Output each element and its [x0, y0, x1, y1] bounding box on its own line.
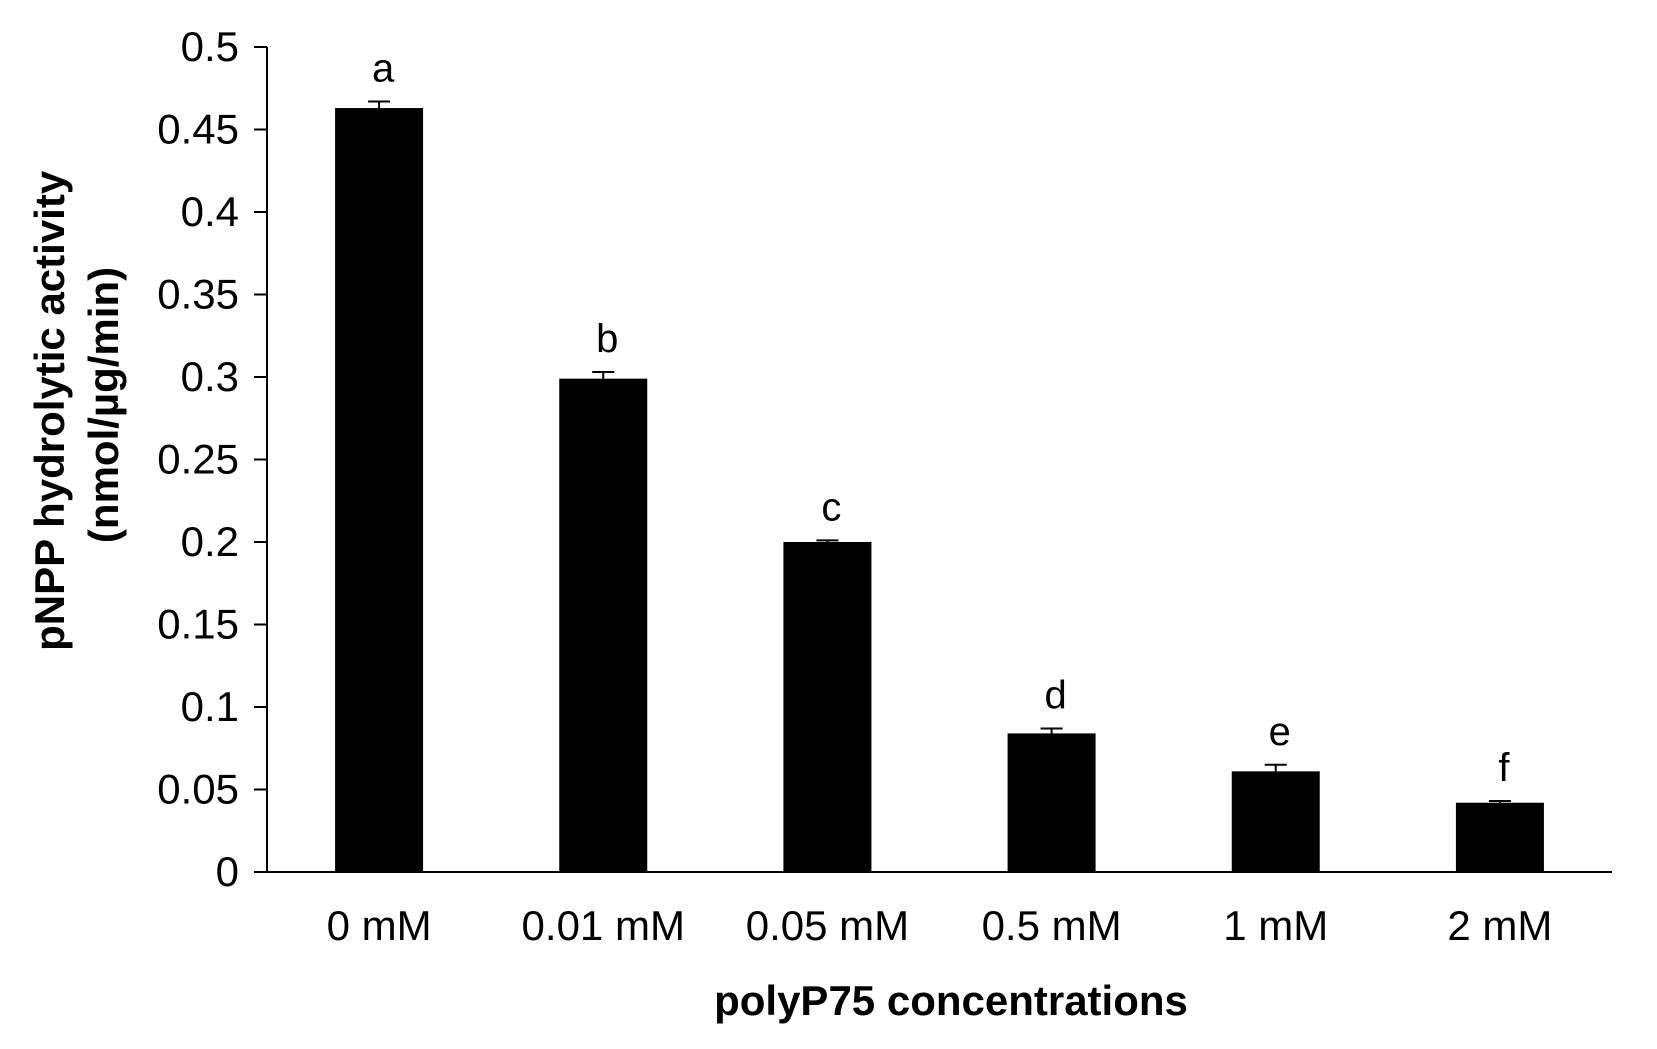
bar	[1007, 733, 1096, 872]
y-tick-label: 0.1	[181, 683, 239, 730]
y-axis	[254, 46, 268, 873]
significance-letter: e	[1269, 710, 1291, 754]
error-bars	[368, 100, 1511, 803]
x-tick-label: 0.01 mM	[522, 902, 685, 949]
y-tick-label: 0.05	[157, 766, 239, 813]
significance-letter: d	[1044, 673, 1066, 717]
y-tick-label: 0.3	[181, 353, 239, 400]
x-tick-label: 0.5 mM	[982, 902, 1122, 949]
x-tick-labels: 0 mM 0.01 mM 0.05 mM 0.5 mM 1 mM 2 mM	[327, 902, 1553, 949]
bar	[335, 108, 424, 873]
significance-letter: a	[372, 46, 395, 90]
bars	[335, 108, 1544, 873]
y-tick-label: 0.4	[181, 188, 239, 235]
y-axis-title: pNPP hydrolytic activity (nmol/µg/min)	[26, 159, 127, 651]
y-tick-label: 0	[216, 848, 239, 895]
x-tick-label: 0 mM	[327, 902, 432, 949]
bar	[1455, 802, 1544, 872]
y-tick-labels: 0 0.05 0.1 0.15 0.2 0.25 0.3 0.35 0.4 0.45 0.5	[157, 23, 239, 895]
y-tick-label: 0.35	[157, 271, 239, 318]
y-tick-label: 0.2	[181, 518, 239, 565]
y-axis-title-line2: (nmol/µg/min)	[80, 267, 127, 543]
significance-letter: b	[596, 317, 618, 361]
x-tick-label: 1 mM	[1223, 902, 1328, 949]
significance-letter: f	[1498, 746, 1510, 790]
y-tick-label: 0.15	[157, 601, 239, 648]
y-axis-title-line1: pNPP hydrolytic activity	[26, 170, 73, 651]
y-tick-label: 0.25	[157, 436, 239, 483]
y-tick-label: 0.45	[157, 106, 239, 153]
x-tick-label: 2 mM	[1447, 902, 1552, 949]
x-tick-label: 0.05 mM	[746, 902, 909, 949]
x-axis-title: polyP75 concentrations	[714, 977, 1188, 1024]
significance-letters: a b c d e f	[372, 46, 1510, 790]
bar	[559, 378, 648, 872]
significance-letter: c	[821, 485, 841, 529]
bar	[1231, 771, 1320, 872]
bar	[783, 542, 872, 872]
y-tick-label: 0.5	[181, 23, 239, 70]
